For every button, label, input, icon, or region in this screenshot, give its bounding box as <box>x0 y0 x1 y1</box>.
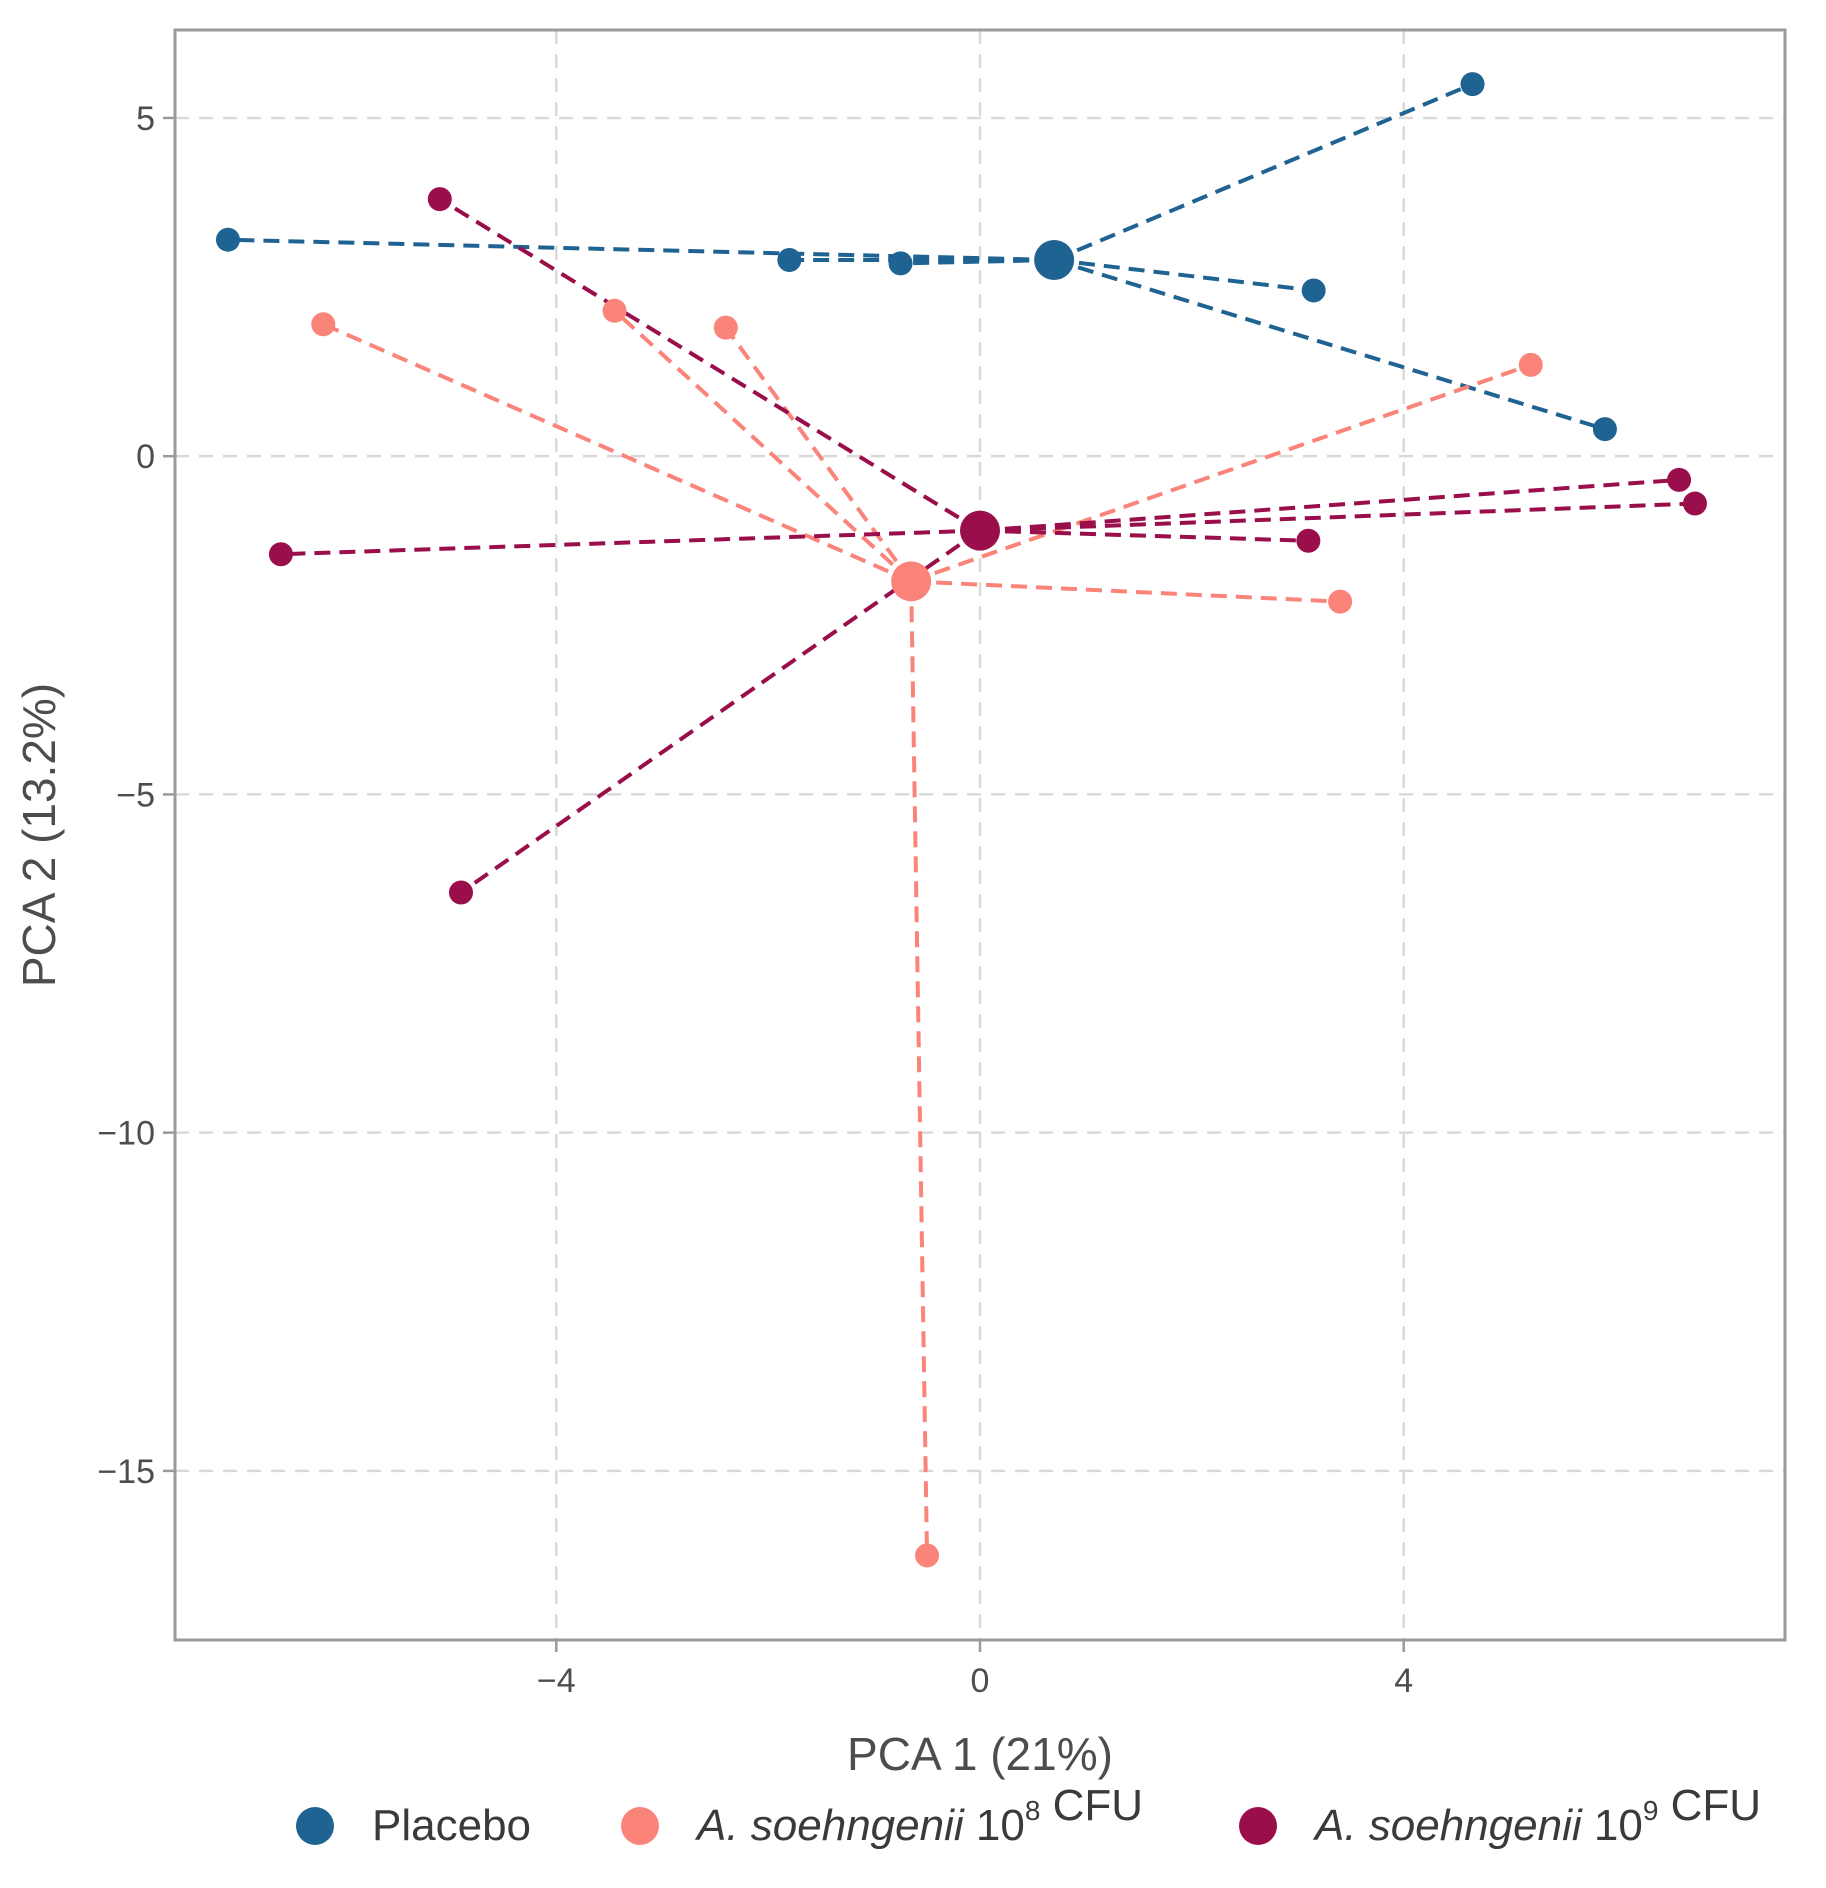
connector-line <box>438 197 982 533</box>
data-point <box>448 880 473 905</box>
data-point <box>1682 491 1707 516</box>
legend-label-part: Placebo <box>372 1801 531 1850</box>
legend-label-part: 10 <box>964 1801 1025 1850</box>
centroid-point <box>960 510 1000 551</box>
legend-marker <box>621 1807 659 1845</box>
connector-line <box>900 258 1055 266</box>
legend-label: Placebo <box>372 1801 531 1850</box>
centroid-point <box>1034 240 1075 280</box>
x-tick-label: −4 <box>537 1662 576 1700</box>
data-point <box>215 227 240 252</box>
connector-line <box>280 528 981 557</box>
data-point <box>777 248 802 272</box>
x-tick-label: 4 <box>1394 1662 1413 1700</box>
data-point <box>1460 72 1485 97</box>
connector-line <box>459 528 982 895</box>
data-point <box>888 251 913 276</box>
y-tick-label: −10 <box>97 1115 155 1153</box>
data-point <box>311 312 336 337</box>
y-axis-ticks: 5 0 −5 −10 −15 <box>97 100 175 1491</box>
connector-line <box>724 326 913 583</box>
data-point <box>602 298 627 323</box>
data-points <box>215 72 1707 1568</box>
legend-label: A. soehngenii 108 CFU <box>694 1781 1143 1850</box>
data-point <box>713 315 738 340</box>
connector-line <box>979 477 1680 533</box>
legend-label-part: A. soehngenii <box>1312 1801 1583 1850</box>
legend-label-part: CFU <box>1040 1781 1143 1830</box>
connector-line <box>1053 258 1314 293</box>
legend-label-part: CFU <box>1658 1781 1761 1830</box>
legend-item: A. soehngenii 109 CFU <box>1239 1781 1761 1850</box>
y-tick-label: −15 <box>97 1453 155 1491</box>
connector-line <box>909 581 930 1556</box>
data-point <box>1301 278 1326 303</box>
connector-line <box>979 501 1696 533</box>
grid-lines <box>175 30 1785 1640</box>
data-point <box>427 187 452 212</box>
legend-marker <box>1239 1807 1277 1845</box>
legend-superscript: 9 <box>1643 1795 1659 1826</box>
data-point <box>1296 528 1321 553</box>
x-axis-ticks: −4 0 4 <box>537 1640 1413 1700</box>
connector-line <box>910 362 1532 584</box>
y-tick-label: 0 <box>136 438 155 476</box>
connector-line <box>322 322 912 584</box>
legend-label-part: 10 <box>1582 1801 1643 1850</box>
y-tick-label: 5 <box>136 100 155 138</box>
x-axis-title: PCA 1 (21%) <box>847 1728 1113 1780</box>
data-point <box>915 1543 940 1568</box>
data-point <box>1518 352 1543 377</box>
data-point <box>268 542 293 567</box>
data-point <box>1592 417 1617 442</box>
connector-line <box>911 579 1341 604</box>
centroids <box>891 240 1075 602</box>
legend-label: A. soehngenii 109 CFU <box>1312 1781 1761 1850</box>
data-point <box>1328 589 1353 614</box>
connector-line <box>227 237 1055 262</box>
legend: Placebo A. soehngenii 108 CFU A. soehngeni… <box>296 1781 1761 1850</box>
y-axis-title: PCA 2 (13.2%) <box>13 683 65 987</box>
connector-line <box>979 528 1309 543</box>
legend-item: Placebo <box>296 1801 531 1850</box>
y-tick-label: −5 <box>116 776 155 814</box>
centroid-point <box>891 561 932 602</box>
legend-label-part: A. soehngenii <box>694 1801 965 1850</box>
legend-marker <box>296 1807 334 1845</box>
connector-line <box>613 309 913 583</box>
legend-item: A. soehngenii 108 CFU <box>621 1781 1143 1850</box>
data-point <box>1667 467 1692 492</box>
x-tick-label: 0 <box>971 1662 990 1700</box>
legend-superscript: 8 <box>1025 1795 1041 1826</box>
connector-line <box>1053 82 1474 262</box>
connector-line <box>1053 258 1606 432</box>
centroid-connectors <box>227 82 1696 1556</box>
